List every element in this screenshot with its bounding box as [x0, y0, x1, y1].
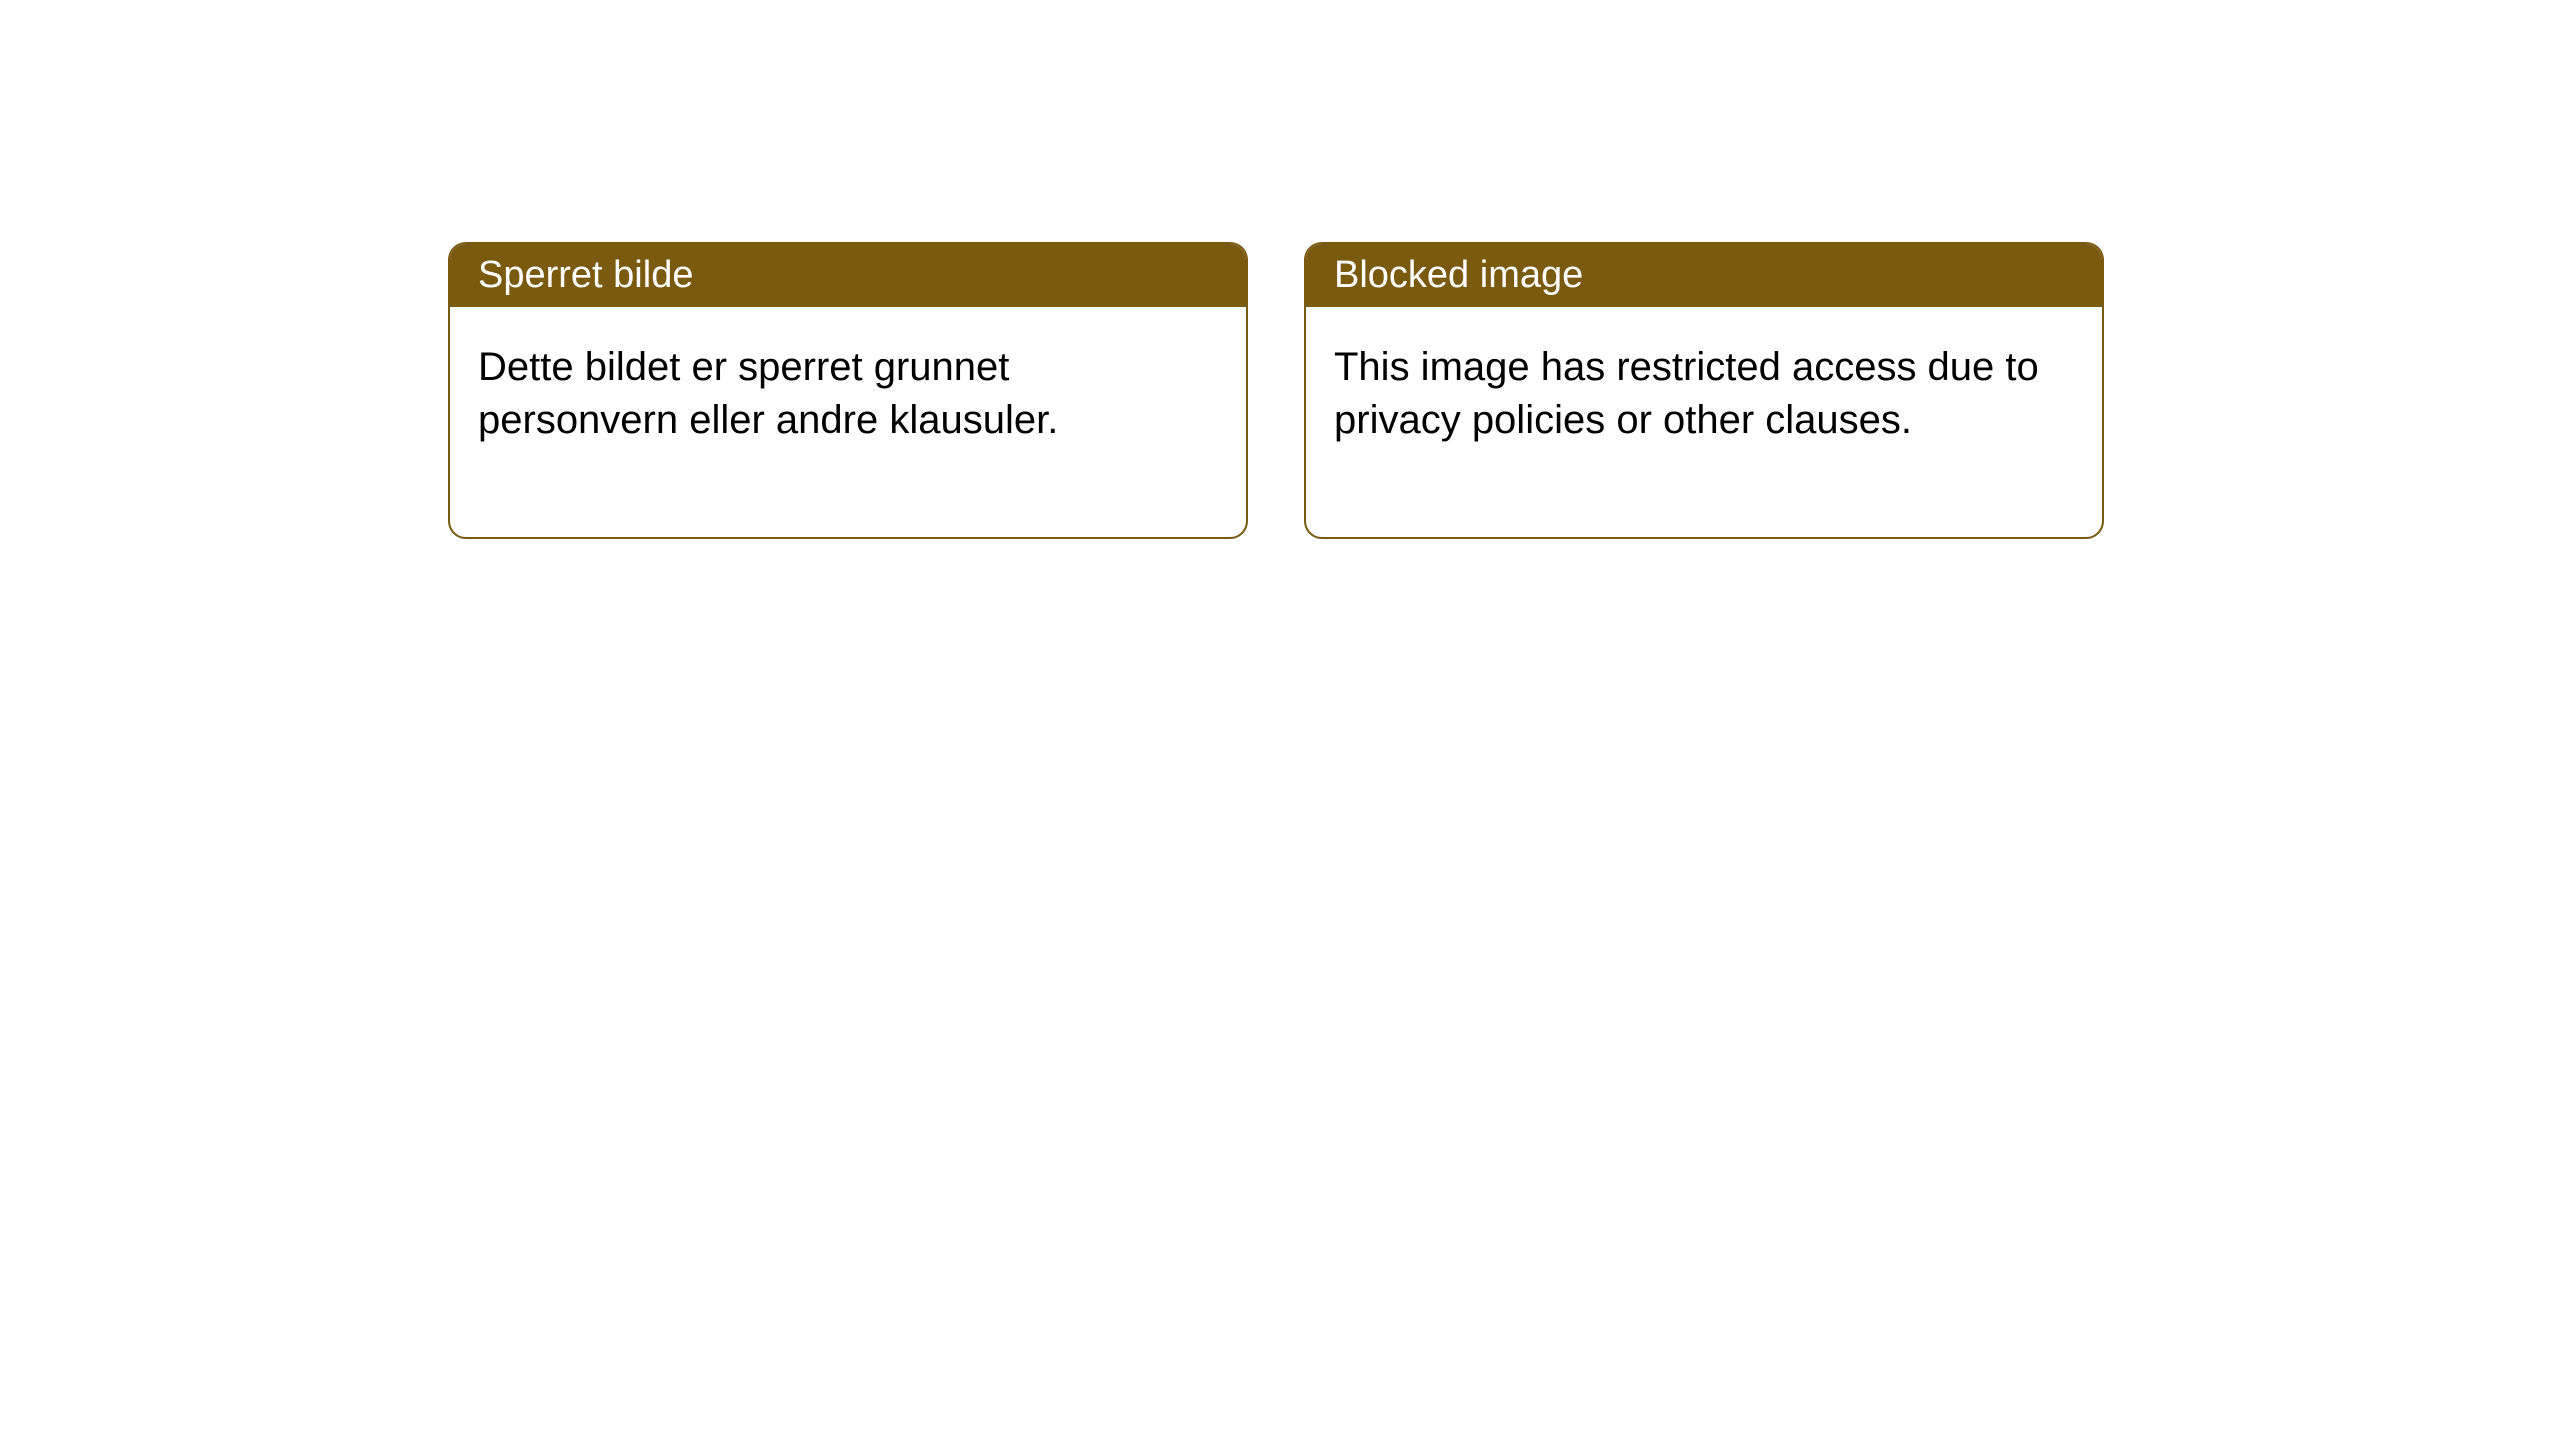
- card-message: Dette bildet er sperret grunnet personve…: [478, 345, 1058, 442]
- card-header: Sperret bilde: [450, 244, 1246, 307]
- card-body: Dette bildet er sperret grunnet personve…: [450, 307, 1246, 537]
- card-body: This image has restricted access due to …: [1306, 307, 2102, 537]
- card-title: Blocked image: [1334, 254, 1583, 296]
- notice-card-norwegian: Sperret bilde Dette bildet er sperret gr…: [448, 242, 1248, 539]
- card-title: Sperret bilde: [478, 254, 693, 296]
- card-header: Blocked image: [1306, 244, 2102, 307]
- blocked-image-notices: Sperret bilde Dette bildet er sperret gr…: [448, 242, 2104, 539]
- notice-card-english: Blocked image This image has restricted …: [1304, 242, 2104, 539]
- card-message: This image has restricted access due to …: [1334, 345, 2039, 442]
